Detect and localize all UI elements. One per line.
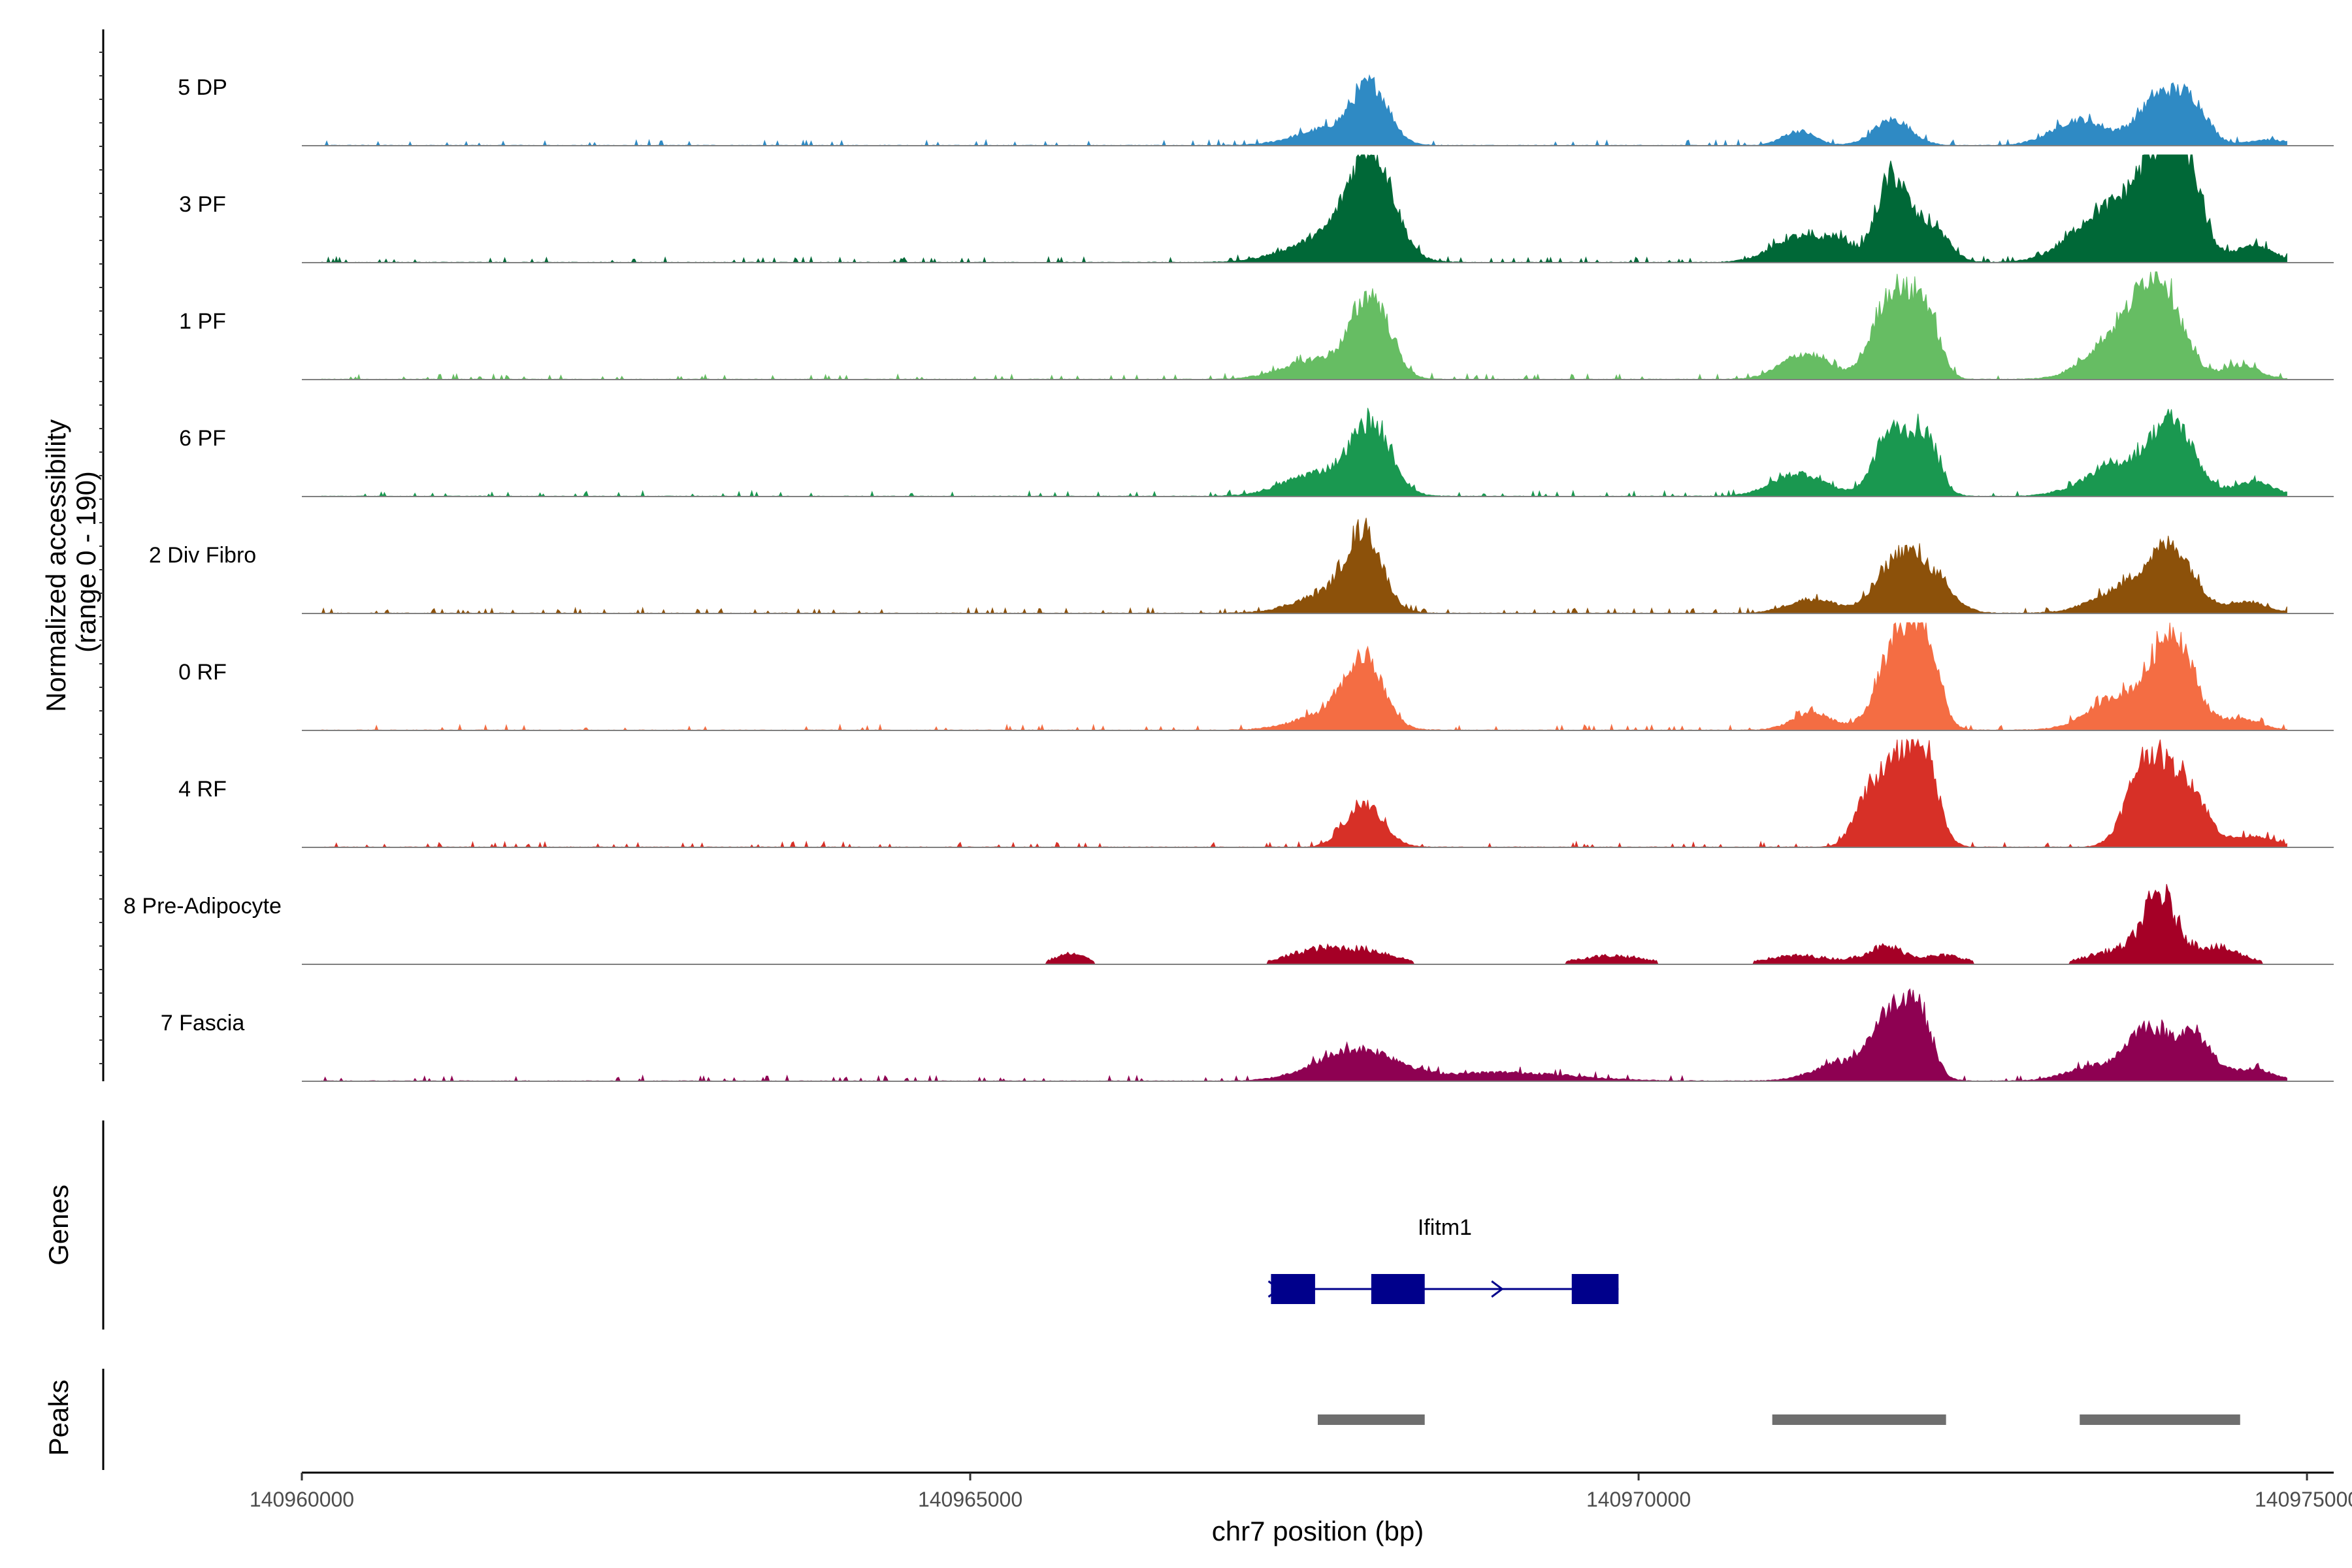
track-7-fascia: 7 Fascia [161, 988, 2334, 1083]
track-label: 0 RF [178, 660, 227, 685]
track-6-pf: 6 PF [179, 408, 2334, 497]
track-label: 3 PF [179, 192, 226, 217]
track-label: 6 PF [179, 426, 226, 451]
coverage-area [321, 517, 2287, 614]
peak-track [1318, 1414, 2240, 1425]
x-tick-label: 140960000 [250, 1488, 354, 1511]
coverage-area [321, 74, 2287, 146]
gene-label: Ifitm1 [1418, 1215, 1472, 1240]
track-label: 1 PF [179, 309, 226, 334]
track-1-pf: 1 PF [179, 271, 2334, 380]
track-4-rf: 4 RF [178, 738, 2334, 849]
x-tick-label: 140970000 [1586, 1488, 1691, 1511]
coverage-area [321, 988, 2287, 1083]
coverage-tracks: 5 DP 3 PF 1 PF 6 PF 2 Div Fibro 0 RF 4 RF 8 Pre… [123, 74, 2334, 1083]
track-5-dp: 5 DP [178, 74, 2334, 146]
y-axis-title-line2: (range 0 - 190) [71, 471, 101, 653]
x-tick-label: 140975000 [2255, 1488, 2352, 1511]
peak-region [2080, 1414, 2240, 1425]
track-8-pre-adipocyte: 8 Pre-Adipocyte [123, 884, 2334, 965]
y-axis-title: Normalized accessibility (range 0 - 190) [41, 412, 101, 712]
y-axis-title-line1: Normalized accessibility [41, 419, 71, 712]
y-axis-ticks [99, 52, 103, 1064]
x-tick-label: 140965000 [918, 1488, 1022, 1511]
coverage-area [321, 622, 2287, 732]
track-3-pf: 3 PF [179, 154, 2334, 264]
coverage-area [321, 738, 2287, 849]
x-axis-title: chr7 position (bp) [1212, 1516, 1424, 1546]
track-label: 2 Div Fibro [149, 543, 256, 568]
track-label: 4 RF [178, 777, 227, 802]
peak-region [1772, 1414, 1946, 1425]
track-label: 5 DP [178, 75, 227, 100]
track-2-div-fibro: 2 Div Fibro [149, 517, 2334, 614]
coverage-area [321, 408, 2287, 497]
x-axis-ticks: 140960000 140965000 140970000 140975000 [250, 1473, 2352, 1511]
peak-region [1318, 1414, 1425, 1425]
coverage-area [321, 884, 2287, 965]
coverage-area [321, 154, 2287, 264]
coverage-area [321, 271, 2287, 380]
peaks-panel-label: Peaks [43, 1380, 74, 1456]
gene-ifitm1: Ifitm1 [1267, 1215, 1619, 1304]
track-label: 7 Fascia [161, 1011, 245, 1036]
track-0-rf: 0 RF [178, 622, 2334, 732]
gene-exon [1271, 1274, 1315, 1304]
track-label: 8 Pre-Adipocyte [123, 894, 282, 919]
gene-track: Ifitm1 [1267, 1215, 1619, 1304]
gene-exon [1371, 1274, 1425, 1304]
strand-arrow [1491, 1280, 1504, 1298]
gene-exon [1571, 1274, 1619, 1304]
genes-panel-label: Genes [43, 1184, 74, 1266]
